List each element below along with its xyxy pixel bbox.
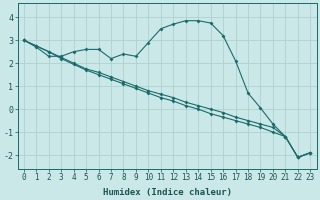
X-axis label: Humidex (Indice chaleur): Humidex (Indice chaleur): [103, 188, 232, 197]
